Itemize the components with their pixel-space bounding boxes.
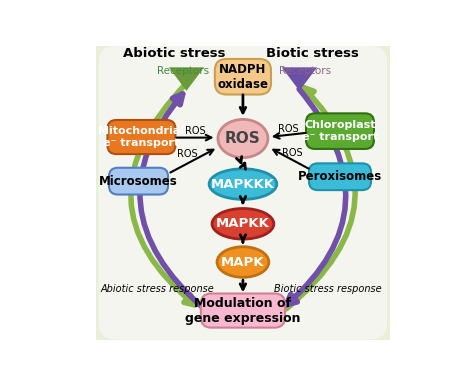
Ellipse shape: [212, 209, 274, 239]
Ellipse shape: [217, 247, 269, 277]
Polygon shape: [169, 67, 204, 91]
Text: Biotic stress: Biotic stress: [265, 47, 358, 60]
Text: Modulation of
gene expression: Modulation of gene expression: [185, 296, 301, 325]
FancyBboxPatch shape: [201, 293, 285, 328]
Text: Abiotic stress: Abiotic stress: [123, 47, 225, 60]
Text: ROS: ROS: [282, 148, 303, 158]
FancyBboxPatch shape: [108, 120, 175, 154]
Text: Biotic stress response: Biotic stress response: [274, 283, 382, 293]
Text: Receptors: Receptors: [279, 66, 331, 76]
FancyArrowPatch shape: [140, 94, 204, 309]
Text: MAPKK: MAPKK: [216, 217, 270, 230]
FancyArrowPatch shape: [286, 87, 355, 309]
Text: Receptors: Receptors: [156, 66, 209, 76]
Ellipse shape: [209, 169, 277, 199]
Text: MAPK: MAPK: [221, 256, 264, 269]
Text: ROS: ROS: [278, 124, 299, 134]
FancyBboxPatch shape: [306, 113, 374, 149]
FancyBboxPatch shape: [215, 59, 271, 94]
FancyBboxPatch shape: [309, 163, 371, 190]
Text: NADPH
oxidase: NADPH oxidase: [218, 63, 268, 91]
Polygon shape: [282, 67, 317, 91]
Text: ROS: ROS: [225, 131, 261, 146]
Text: MAPKKK: MAPKKK: [211, 178, 275, 191]
FancyBboxPatch shape: [109, 168, 168, 194]
Text: ROS: ROS: [185, 126, 206, 136]
FancyBboxPatch shape: [99, 46, 387, 339]
Text: ROS: ROS: [177, 149, 198, 159]
Text: Mitochondrial
e⁻ transport: Mitochondrial e⁻ transport: [99, 126, 184, 148]
FancyArrowPatch shape: [131, 83, 195, 305]
Text: Abiotic stress response: Abiotic stress response: [101, 283, 215, 293]
Text: Microsomes: Microsomes: [99, 175, 178, 188]
Ellipse shape: [218, 119, 268, 158]
Text: Peroxisomes: Peroxisomes: [298, 170, 382, 183]
FancyArrowPatch shape: [286, 89, 346, 305]
Text: Chloroplast
e⁻ transport: Chloroplast e⁻ transport: [302, 120, 378, 142]
